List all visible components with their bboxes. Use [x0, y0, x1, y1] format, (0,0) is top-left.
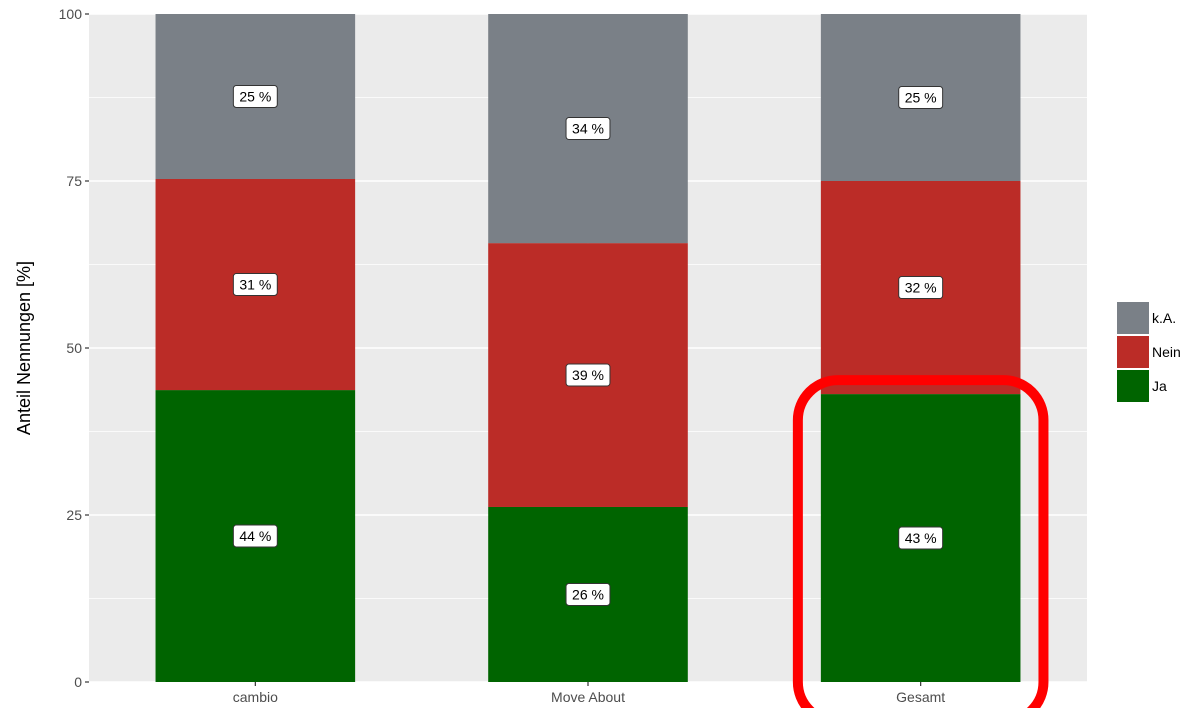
y-axis: 0 25 50 75 100 [59, 6, 89, 690]
data-label-move-about-nein: 39 % [565, 363, 611, 387]
svg-text:43 %: 43 % [905, 530, 937, 546]
svg-text:26 %: 26 % [572, 586, 604, 602]
y-tick-label: 100 [59, 6, 83, 22]
legend-key-ja [1117, 370, 1149, 402]
data-label-move-about-ja: 26 % [565, 582, 611, 606]
data-labels: 44 % 31 % 25 % 26 % 39 % 34 % 43 % 32 % 25 % [232, 84, 944, 606]
y-tick-label: 0 [74, 674, 82, 690]
svg-text:25 %: 25 % [239, 88, 271, 104]
legend-label-ja: Ja [1152, 378, 1167, 394]
svg-text:25 %: 25 % [905, 90, 937, 106]
x-tick-label: cambio [233, 689, 278, 705]
x-tick-label: Move About [551, 689, 625, 705]
data-label-gesamt-ja: 43 % [898, 526, 944, 550]
data-label-gesamt-nein: 32 % [898, 276, 944, 300]
data-label-gesamt-k-a: 25 % [898, 86, 944, 109]
y-tick-label: 50 [66, 340, 82, 356]
highlight-box [792, 375, 1049, 708]
bar-stacks [155, 14, 1021, 682]
legend-label-k-a: k.A. [1152, 310, 1176, 326]
svg-text:44 %: 44 % [239, 528, 271, 544]
legend-key-k-a [1117, 302, 1149, 334]
y-tick-label: 75 [66, 173, 82, 189]
x-axis: cambio Move About Gesamt [233, 682, 945, 705]
legend-label-nein: Nein [1152, 344, 1181, 360]
svg-text:39 %: 39 % [572, 367, 604, 383]
legend: k.A. Nein Ja [1117, 302, 1181, 402]
data-label-cambio-k-a: 25 % [232, 84, 278, 108]
svg-text:31 %: 31 % [239, 277, 271, 293]
legend-key-nein [1117, 336, 1149, 368]
data-label-move-about-k-a: 34 % [565, 117, 611, 141]
y-tick-label: 25 [66, 507, 82, 523]
svg-text:32 %: 32 % [905, 280, 937, 296]
data-label-cambio-ja: 44 % [232, 524, 278, 548]
highlight-annotation [792, 375, 1049, 708]
data-label-cambio-nein: 31 % [232, 273, 278, 297]
svg-text:34 %: 34 % [572, 121, 604, 137]
x-tick-label: Gesamt [896, 689, 945, 705]
y-axis-title: Anteil Nennungen [%] [14, 261, 34, 435]
